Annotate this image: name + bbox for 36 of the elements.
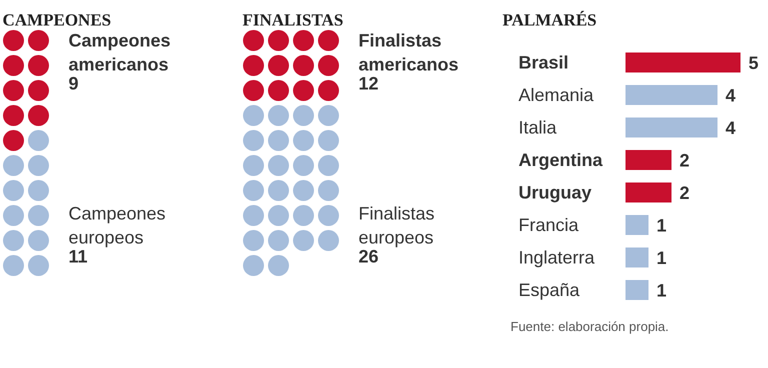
data-label: 9	[68, 74, 79, 94]
category-label: Finalistas americanos	[358, 30, 459, 74]
data-label: 4	[726, 86, 736, 106]
data-label: 5	[748, 53, 759, 73]
data-label: 1	[656, 216, 667, 236]
data-label: 2	[680, 150, 690, 170]
bar	[626, 182, 672, 202]
y-tick-label: Uruguay	[518, 182, 592, 202]
y-tick-label: Italia	[518, 118, 558, 138]
y-tick-label: Alemania	[518, 85, 595, 105]
data-label: 1	[656, 280, 667, 300]
text: CAMPEONES	[2, 10, 112, 30]
bar	[626, 150, 672, 170]
y-tick-label: España	[518, 280, 581, 300]
category-label: Finalistas europeos	[358, 204, 435, 248]
data-label: 2	[680, 183, 690, 203]
data-label: 26	[358, 246, 379, 266]
category-label: Campeones europeos	[68, 204, 166, 248]
y-tick-label: Inglaterra	[518, 248, 596, 268]
data-label: 12	[358, 74, 379, 94]
chart-title: PALMARÉS	[502, 10, 597, 30]
y-tick-label: Brasil	[518, 52, 569, 72]
bar	[626, 52, 740, 72]
bar	[626, 248, 648, 268]
y-tick-label: Argentina	[518, 150, 604, 170]
bar	[626, 215, 648, 235]
text: FINALISTAS	[242, 10, 344, 30]
bar	[626, 118, 718, 138]
bar	[626, 85, 718, 105]
data-label: 4	[726, 118, 736, 138]
category-label: Campeones americanos	[68, 30, 171, 74]
source-note: Fuente: elaboración propia.	[510, 319, 669, 334]
y-tick-label: Francia	[518, 215, 580, 235]
bar	[626, 280, 648, 300]
data-label: 11	[68, 246, 88, 266]
data-label: 1	[656, 248, 667, 268]
